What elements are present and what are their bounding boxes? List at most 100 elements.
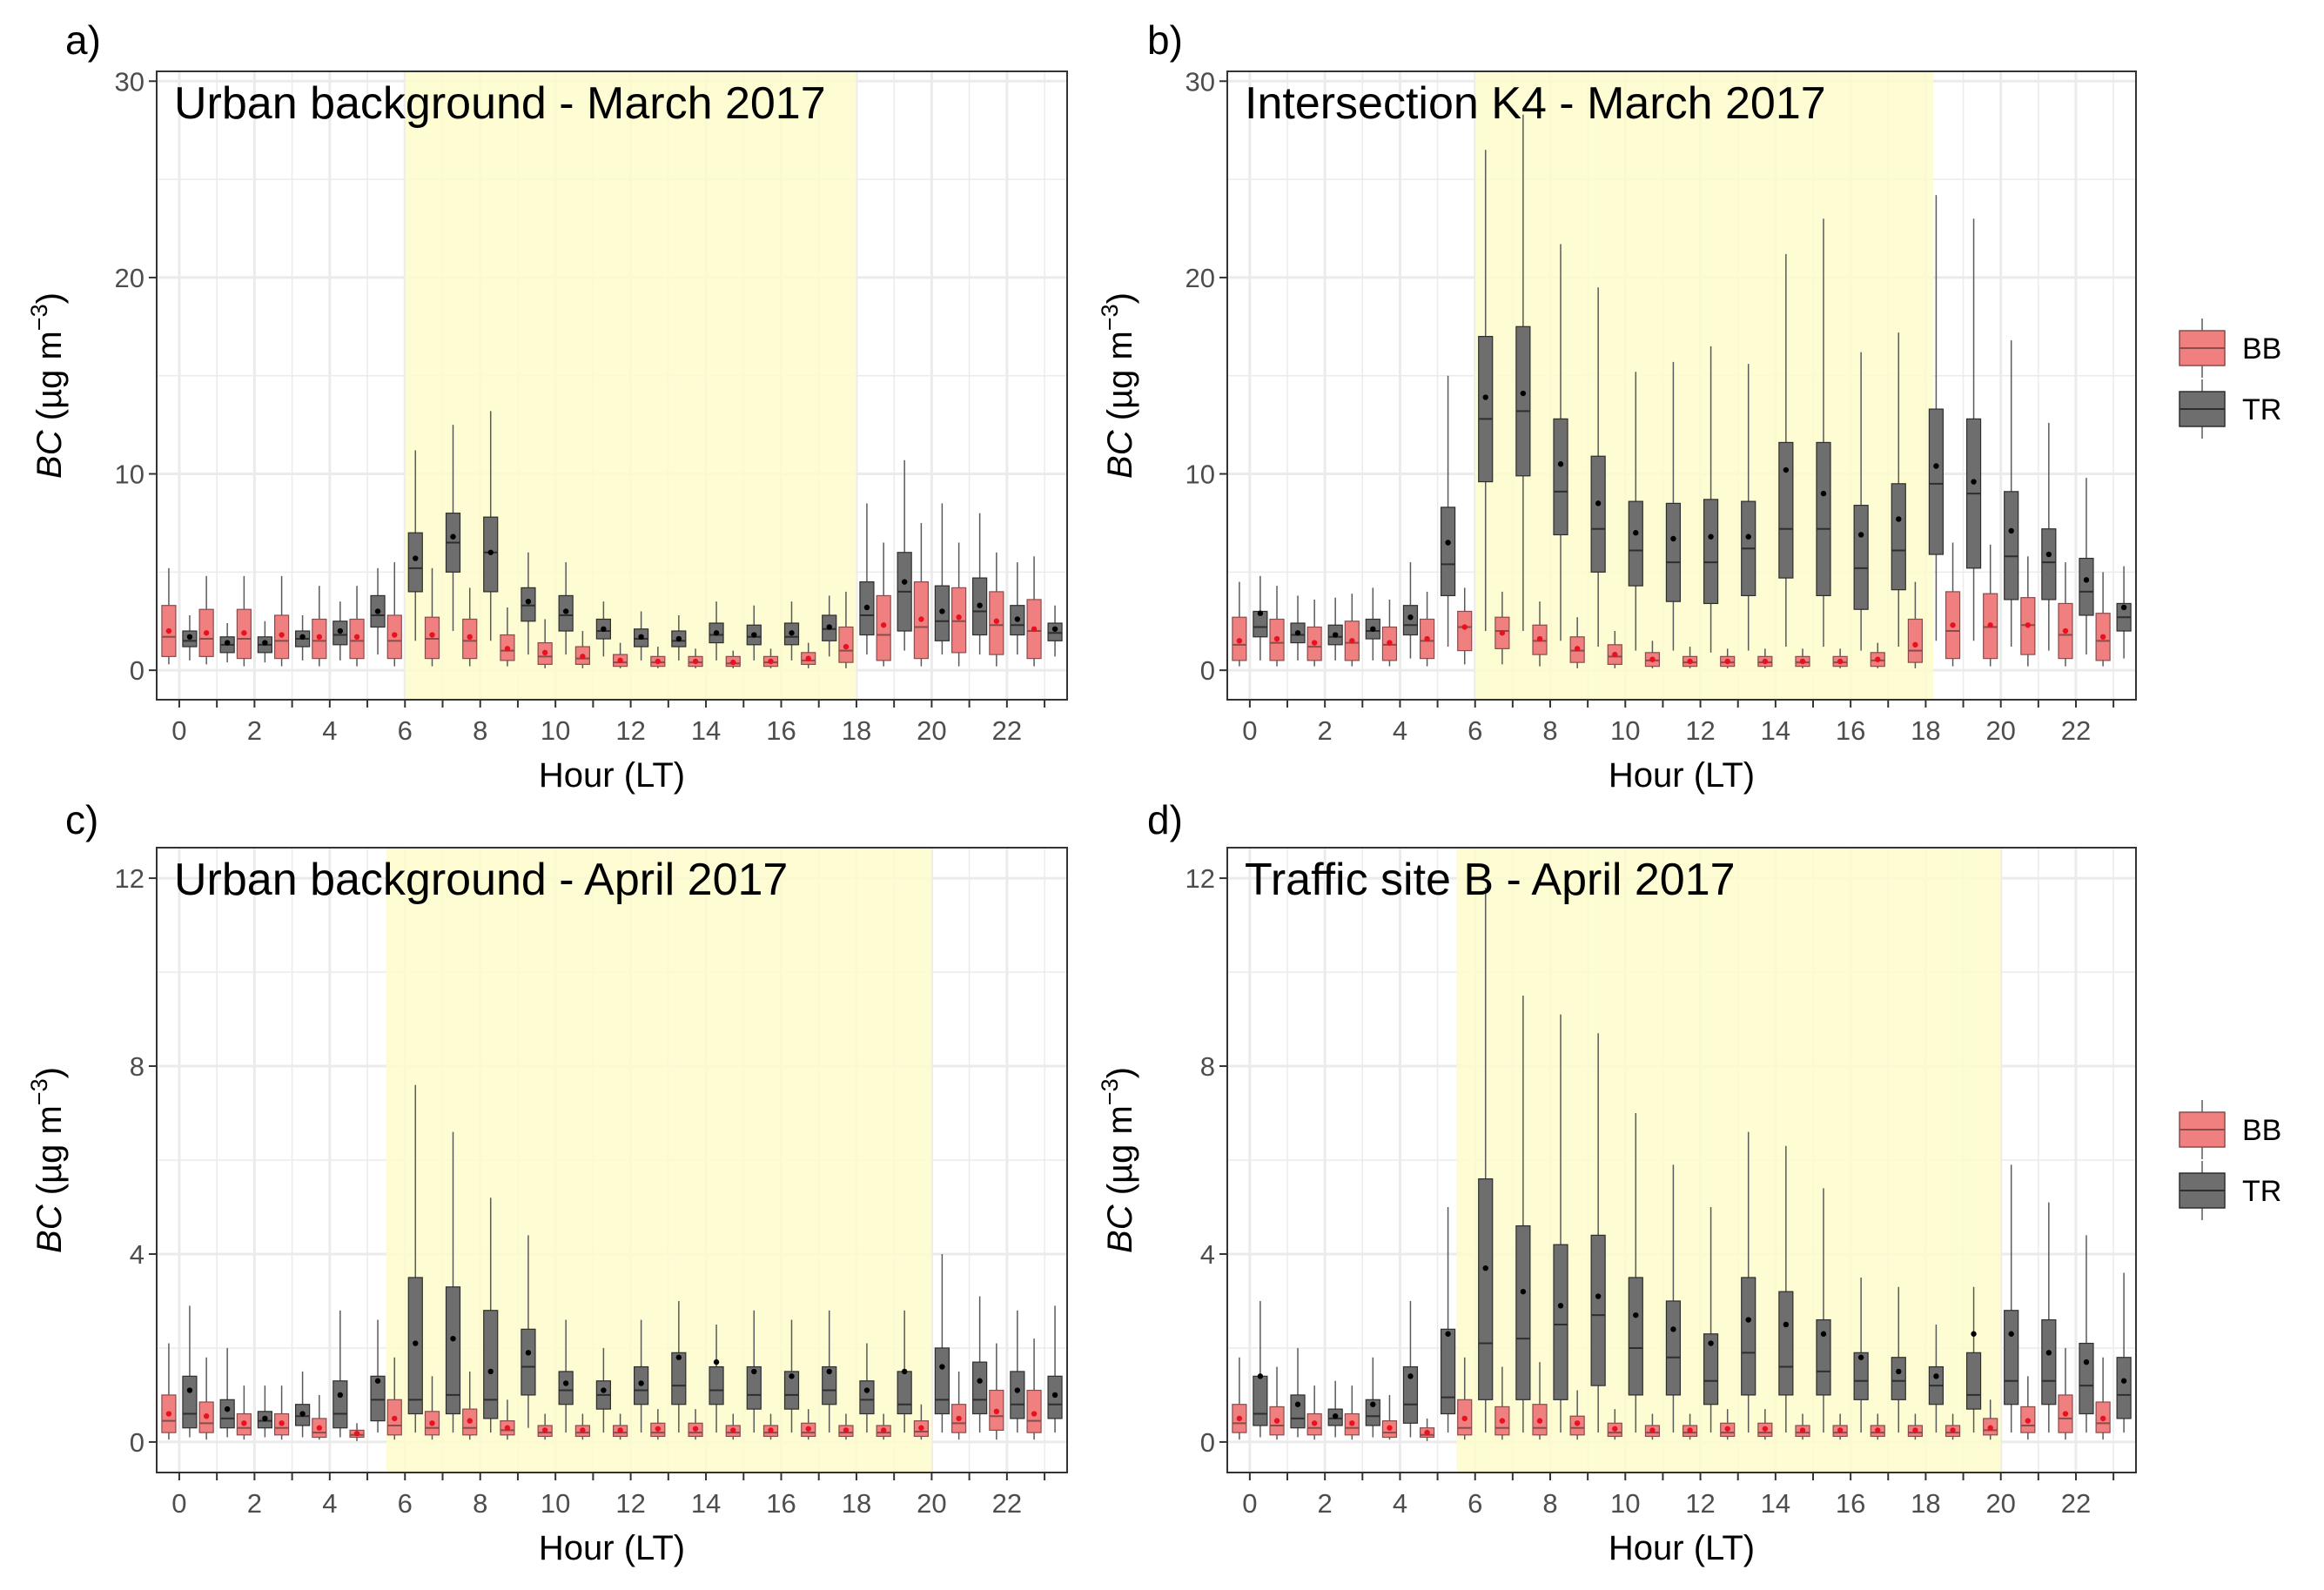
x-tick-label: 14 — [1761, 715, 1790, 746]
mean-marker — [1294, 1401, 1301, 1407]
mean-marker — [601, 626, 607, 632]
panel-d: 0 4 8 12 0 2 4 6 8 10 12 14 16 18 20 22 Hour (LT) BC (µg … — [1097, 797, 2137, 1567]
mean-marker — [241, 630, 247, 636]
mean-marker — [541, 1427, 548, 1433]
legend-label-bb: BB — [2242, 332, 2281, 366]
mean-marker — [2083, 1359, 2090, 1365]
mean-marker — [638, 1380, 644, 1386]
mean-marker — [1762, 658, 1769, 665]
mean-marker — [1332, 632, 1339, 638]
box-bb — [1457, 610, 1473, 652]
mean-marker — [413, 1340, 419, 1346]
mean-marker — [165, 1411, 172, 1417]
box-tr — [1290, 1394, 1306, 1429]
x-tick-label: 6 — [1468, 715, 1482, 746]
mean-marker — [2083, 577, 2090, 583]
box-tr — [934, 1347, 950, 1415]
mean-marker — [1912, 641, 1918, 648]
mean-marker — [1370, 626, 1376, 632]
box-tr — [671, 1352, 687, 1406]
box-tr — [1928, 408, 1945, 555]
y-tick-label: 20 — [115, 263, 144, 293]
x-tick-label: 12 — [615, 1488, 645, 1519]
y-axis-title-bc: BC — [30, 429, 69, 479]
mean-marker — [504, 646, 511, 652]
box-tr — [1553, 1244, 1568, 1400]
box-tr — [2004, 1310, 2019, 1406]
box-tr — [1816, 441, 1831, 597]
mean-marker — [1273, 1418, 1280, 1424]
mean-marker — [316, 634, 323, 640]
mean-marker — [1273, 635, 1280, 642]
mean-marker — [843, 1427, 850, 1433]
x-axis-title: Hour (LT) — [539, 1529, 685, 1567]
mean-marker — [413, 555, 419, 561]
box-tr — [182, 1375, 198, 1429]
mean-marker — [262, 1415, 268, 1422]
mean-marker — [993, 1408, 1000, 1415]
mean-marker — [1461, 1415, 1468, 1422]
box-tr — [2041, 528, 2057, 600]
y-tick-label: 8 — [1200, 1051, 1215, 1082]
mean-marker — [1875, 656, 1881, 662]
mean-marker — [337, 627, 344, 634]
x-tick-label: 16 — [766, 1488, 796, 1519]
mean-marker — [1875, 1427, 1881, 1433]
y-axis-title-exponent: −3 — [26, 1078, 52, 1105]
mean-marker — [1687, 1427, 1693, 1433]
mean-marker — [353, 1430, 360, 1437]
mean-marker — [918, 1425, 924, 1431]
box-tr — [1853, 505, 1869, 610]
mean-marker — [429, 1420, 435, 1426]
mean-marker — [805, 655, 811, 661]
mean-marker — [487, 549, 494, 555]
mean-marker — [863, 604, 870, 611]
mean-marker — [655, 658, 662, 665]
mean-marker — [1031, 1411, 1038, 1417]
panel-a: 0 10 20 30 0 2 4 6 8 10 12 14 16 18 20 22 Hour (LT) BC (µ… — [26, 17, 1068, 795]
mean-marker — [1724, 658, 1730, 665]
mean-marker — [768, 658, 774, 665]
mean-marker — [1971, 1331, 1977, 1337]
x-tick-label: 18 — [842, 715, 871, 746]
mean-marker — [467, 634, 473, 640]
mean-marker — [1896, 1368, 1902, 1375]
mean-marker — [692, 1426, 699, 1432]
mean-marker — [617, 657, 623, 664]
x-tick-label: 4 — [322, 1488, 337, 1519]
box-tr — [1853, 1352, 1869, 1400]
mean-marker — [918, 616, 924, 622]
mean-marker — [1783, 1321, 1790, 1328]
x-tick-label: 0 — [171, 1488, 186, 1519]
mean-marker — [1461, 624, 1468, 630]
mean-marker — [2062, 627, 2069, 634]
mean-marker — [1612, 651, 1618, 658]
y-axis-title-exponent: −3 — [1097, 1078, 1123, 1105]
mean-marker — [1349, 638, 1355, 644]
mean-marker — [467, 1418, 473, 1424]
mean-marker — [279, 632, 285, 638]
mean-marker — [1311, 1420, 1318, 1426]
mean-marker — [1424, 1429, 1430, 1436]
mean-marker — [1633, 1312, 1639, 1318]
series-BB — [1232, 542, 2111, 668]
y-axis-title-close: ) — [1101, 292, 1139, 304]
mean-marker — [939, 608, 945, 614]
box-tr — [2004, 491, 2019, 600]
mean-marker — [2008, 1331, 2014, 1337]
box-tr — [783, 1371, 800, 1410]
mean-marker — [1724, 1426, 1730, 1432]
x-tick-label: 20 — [917, 1488, 946, 1519]
y-tick-label: 0 — [130, 1427, 144, 1458]
box-tr — [1402, 1365, 1419, 1424]
mean-marker — [1536, 1418, 1543, 1424]
mean-marker — [1837, 658, 1844, 665]
y-axis-title: BC (µg m−3) — [26, 292, 69, 479]
mean-marker — [2045, 551, 2052, 558]
y-tick-label: 20 — [1186, 263, 1215, 293]
box-tr — [1553, 418, 1568, 536]
x-tick-label: 6 — [398, 715, 413, 746]
mean-marker — [1896, 516, 1902, 522]
box-tr — [897, 1371, 912, 1415]
